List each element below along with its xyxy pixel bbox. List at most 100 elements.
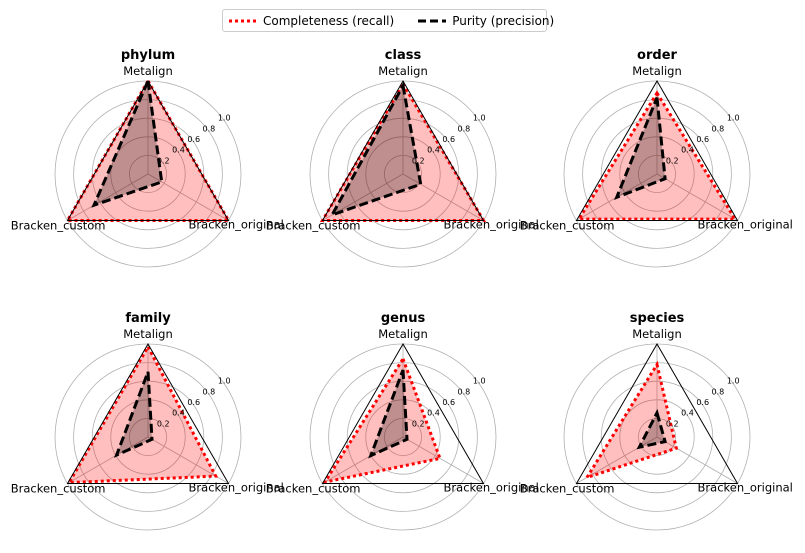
radial-tick-label: 0.2 [412,419,425,428]
series-line-purity [614,97,667,200]
series-fill-completeness [578,93,736,220]
grid-spoke [322,436,404,484]
chart-title: class [385,48,422,63]
radial-tick-label: 0.4 [681,146,694,155]
radar-frame [321,342,485,484]
series-fill-completeness [69,346,216,483]
series-line-purity [368,369,409,459]
chart-title: species [630,311,685,326]
axis-label-bracken-original: Bracken_original [189,481,284,495]
radial-tick-label: 0.4 [427,409,440,418]
series-line-completeness [583,360,679,481]
grid-spoke [67,436,149,484]
axis-label-metalign: Metalign [378,64,428,78]
axis-label-metalign: Metalign [123,64,173,78]
radial-tick-label: 1.0 [473,377,486,386]
axis-label-bracken-original: Bracken_original [698,218,793,232]
series-line-purity [328,81,423,218]
chart-title: family [125,311,171,326]
radial-tick-label: 0.6 [442,398,455,407]
series-fill-purity [332,85,421,215]
axis-label-bracken-custom: Bracken_custom [266,219,361,233]
grid-spoke [67,173,149,221]
legend-item-purity: Purity (precision) [418,14,554,28]
radar-frame [575,342,739,484]
radar-frame [66,342,230,484]
series-line-completeness [321,355,443,485]
series-fill-purity [94,81,162,206]
radial-tick-label: 0.6 [696,135,709,144]
radar-panel-genus: 0.20.40.60.81.0 Metalign Bracken_original B… [266,311,539,531]
axis-label-bracken-custom: Bracken_custom [266,482,361,496]
grid-spoke [402,173,484,221]
axis-label-bracken-custom: Bracken_custom [520,482,615,496]
radar-frame [66,79,230,221]
axis-label-metalign: Metalign [632,327,682,341]
radial-tick-label: 0.6 [187,135,200,144]
axis-label-bracken-custom: Bracken_custom [11,219,106,233]
radar-panel-family: 0.20.40.60.81.0 Metalign Bracken_original B… [11,311,284,531]
radial-tick-label: 0.4 [427,146,440,155]
radar-frame [321,79,485,221]
grid-spoke [402,436,484,484]
radial-tick-label: 0.2 [666,156,679,165]
axis-label-bracken-original: Bracken_original [444,218,539,232]
radial-tick-label: 0.6 [187,398,200,407]
radial-tick-label: 1.0 [218,114,231,123]
legend: Completeness (recall) Purity (precision) [222,9,554,32]
chart-title: genus [381,311,426,326]
series-fill-completeness [67,81,229,221]
radial-tick-label: 1.0 [727,114,740,123]
radial-tick-label: 0.4 [681,409,694,418]
grid-spoke [147,173,229,221]
series-fill-completeness [322,83,484,221]
legend-item-completeness: Completeness (recall) [229,14,394,28]
radial-tick-label: 0.2 [157,156,170,165]
radial-tick-label: 0.2 [157,419,170,428]
radial-tick-label: 0.8 [203,124,216,133]
radial-tick-label: 1.0 [218,377,231,386]
legend-label-completeness: Completeness (recall) [263,13,395,28]
radar-panel-order: 0.20.40.60.81.0 Metalign Bracken_original B… [520,48,793,268]
axis-label-bracken-original: Bracken_original [698,481,793,495]
radial-tick-label: 0.6 [696,398,709,407]
axis-label-metalign: Metalign [378,327,428,341]
chart-title: order [637,48,677,63]
radar-frame [575,79,739,221]
radial-tick-label: 0.2 [666,419,679,428]
radial-tick-label: 0.8 [712,387,725,396]
legend-label-purity: Purity (precision) [452,13,555,28]
axis-label-metalign: Metalign [123,327,173,341]
radial-tick-label: 1.0 [727,377,740,386]
series-fill-purity [116,371,152,456]
axis-label-bracken-custom: Bracken_custom [11,482,106,496]
radial-tick-label: 0.6 [442,135,455,144]
radial-tick-label: 0.8 [203,387,216,396]
radial-tick-label: 0.4 [172,409,185,418]
series-line-completeness [66,343,219,485]
series-line-purity [113,371,154,458]
series-line-completeness [319,80,487,222]
axis-label-metalign: Metalign [632,64,682,78]
grid-spoke [656,436,738,484]
axis-label-bracken-custom: Bracken_custom [520,219,615,233]
grid-spoke [656,173,738,221]
series-fill-completeness [586,364,677,478]
radial-tick-label: 0.8 [458,387,471,396]
radial-tick-label: 0.8 [458,124,471,133]
radial-tick-label: 0.2 [412,156,425,165]
radar-panel-phylum: 0.20.40.60.81.0 Metalign Bracken_original B… [11,48,284,268]
axis-label-bracken-original: Bracken_original [444,481,539,495]
series-line-purity [91,75,164,208]
radar-panel-class: 0.20.40.60.81.0 Metalign Bracken_original B… [266,48,539,268]
radial-tick-label: 1.0 [473,114,486,123]
radar-panel-species: 0.20.40.60.81.0 Metalign Bracken_original B… [520,311,793,531]
chart-title: phylum [121,48,175,63]
series-fill-purity [616,97,666,198]
axis-label-bracken-original: Bracken_original [189,218,284,232]
legend-dotted-line-icon [229,19,257,22]
series-line-completeness [576,90,738,221]
legend-dashed-line-icon [418,19,447,22]
series-line-purity [636,408,667,450]
